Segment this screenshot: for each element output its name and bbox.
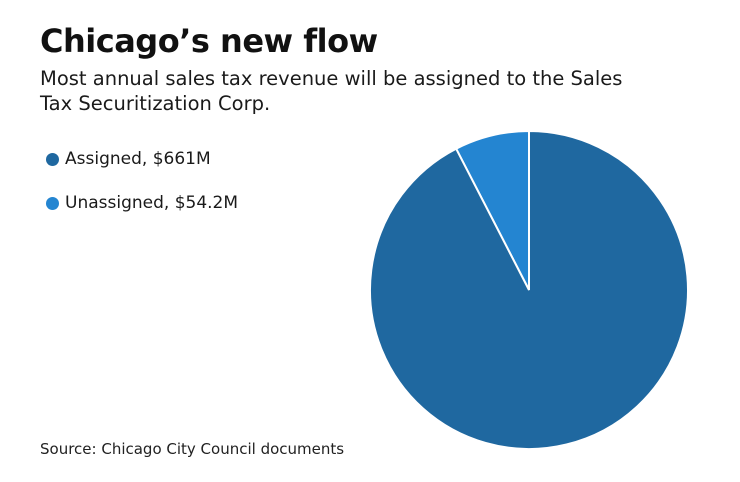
- chart-title: Chicago’s new flow: [40, 22, 378, 60]
- assigned-swatch-icon: [46, 152, 59, 166]
- unassigned-swatch-icon: [46, 196, 59, 210]
- source-note: Source: Chicago City Council documents: [40, 440, 345, 458]
- legend-label: Unassigned, $54.2M: [65, 193, 239, 213]
- chart-subtitle: Most annual sales tax revenue will be as…: [40, 67, 623, 115]
- pie-slice-assigned: [369, 129, 689, 450]
- legend-label: Assigned, $661M: [65, 149, 211, 169]
- legend-item-unassigned: Unassigned, $54.2M: [46, 191, 238, 215]
- legend: Assigned, $661M Unassigned, $54.2M: [46, 147, 238, 235]
- legend-item-assigned: Assigned, $661M: [46, 147, 238, 171]
